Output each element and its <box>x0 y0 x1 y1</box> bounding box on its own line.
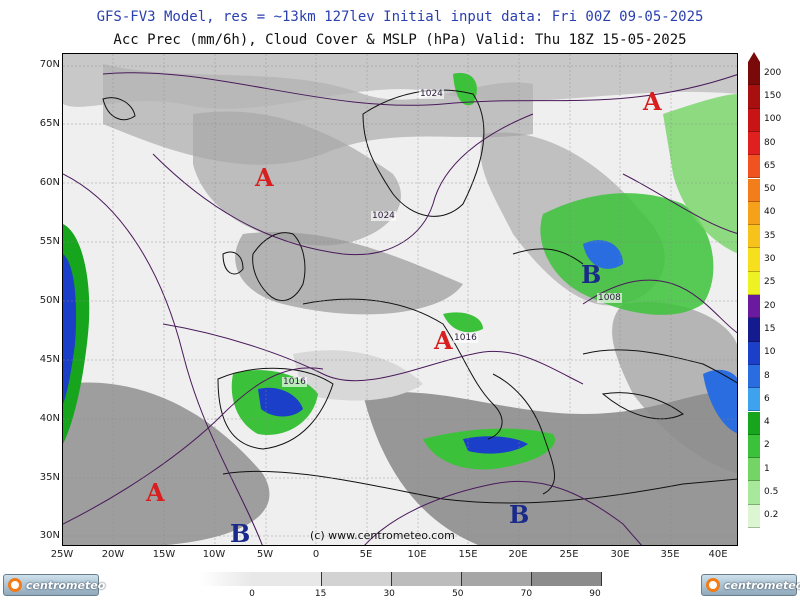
colorbar-swatch <box>748 85 760 109</box>
lat-label: 60N <box>39 177 60 188</box>
cloudbar-swatch <box>322 572 392 586</box>
colorbar-swatch <box>748 131 760 156</box>
lon-label: 5W <box>256 549 274 560</box>
colorbar-label: 4 <box>764 417 770 428</box>
colorbar-label: 10 <box>764 347 776 358</box>
cloudbar-swatch <box>532 572 602 586</box>
lon-label: 35E <box>660 549 680 560</box>
cloudbar-label: 70 <box>520 589 533 599</box>
centrometeo-logo-left: centrometeo <box>3 574 105 596</box>
cloudbar-swatch <box>392 572 462 586</box>
lat-label: 65N <box>39 118 60 129</box>
low-pressure-marker: B <box>230 519 251 548</box>
lon-label: 40E <box>708 549 728 560</box>
colorbar-label: 6 <box>764 393 770 404</box>
colorbar-label: 30 <box>764 254 776 265</box>
lon-label: 25E <box>559 549 579 560</box>
credit-text: (c) www.centrometeo.com <box>310 529 455 542</box>
colorbar-swatch <box>748 434 760 459</box>
cloudbar-fade <box>200 572 252 586</box>
lat-label: 45N <box>39 354 60 365</box>
colorbar-label: 50 <box>764 184 776 195</box>
colorbar-swatch <box>748 504 760 528</box>
colorbar-label: 100 <box>764 114 782 125</box>
title-model: GFS-FV3 Model, res = ~13km 127lev Initia… <box>96 9 704 25</box>
cloudbar-label: 90 <box>589 589 601 599</box>
colorbar-label: 15 <box>764 323 776 334</box>
colorbar-label: 2 <box>764 440 770 451</box>
lon-label: 5E <box>359 549 373 560</box>
colorbar-label: 1 <box>764 463 770 474</box>
colorbar-label: 40 <box>764 207 776 218</box>
lat-label: 55N <box>39 236 60 247</box>
high-pressure-marker: A <box>643 87 662 116</box>
colorbar-swatch <box>748 411 760 435</box>
colorbar-swatch <box>748 318 760 342</box>
cloudbar-swatch <box>252 572 322 586</box>
isobar-label: 1016 <box>453 333 478 343</box>
high-pressure-marker: A <box>146 478 165 507</box>
lon-label: 20W <box>101 549 125 560</box>
colorbar-swatch <box>748 201 760 226</box>
colorbar-label: 150 <box>764 90 782 101</box>
colorbar-label: 25 <box>764 277 776 288</box>
lat-label: 40N <box>39 413 60 424</box>
cloudbar-label: 15 <box>314 589 327 599</box>
map-graphic <box>63 54 737 545</box>
isobar-label: 1024 <box>419 89 444 99</box>
cloudbar-label: 50 <box>452 589 464 599</box>
isobar-label: 1016 <box>282 377 307 387</box>
lon-label: 0 <box>312 549 320 560</box>
isobar-label: 1024 <box>371 211 396 221</box>
low-pressure-marker: B <box>581 260 602 289</box>
cloudbar-swatch <box>462 572 532 586</box>
colorbar-swatch <box>748 108 760 132</box>
cloudbar-label: 30 <box>383 589 395 599</box>
high-pressure-marker: A <box>255 163 274 192</box>
lon-label: 15E <box>458 549 478 560</box>
colorbar-top-arrow <box>748 52 760 62</box>
lat-label: 35N <box>39 472 60 483</box>
colorbar-label: 35 <box>764 230 776 241</box>
colorbar-swatch <box>748 155 760 179</box>
colorbar-swatch <box>748 364 760 389</box>
colorbar-swatch <box>748 481 760 505</box>
lon-label: 10W <box>202 549 226 560</box>
precip-colorbar: 200 150 100 80 65 50 40 35 30 25 20 15 10 8 6 4 2 1 0.5 0.2 <box>748 52 781 528</box>
logo-ring-icon <box>8 578 22 592</box>
colorbar-swatch <box>748 295 760 319</box>
colorbar-label: 80 <box>764 137 776 148</box>
lon-label: 10E <box>407 549 427 560</box>
lon-label: 25W <box>50 549 74 560</box>
colorbar-swatch <box>748 271 760 295</box>
low-pressure-marker: B <box>509 500 530 529</box>
logo-ring-icon <box>706 578 720 592</box>
lon-label: 30E <box>610 549 630 560</box>
title-field: Acc Prec (mm/6h), Cloud Cover & MSLP (hP… <box>113 32 687 48</box>
high-pressure-marker: A <box>434 326 453 355</box>
weather-map <box>62 53 738 546</box>
colorbar-swatch <box>748 225 760 249</box>
colorbar-label: 0.5 <box>764 487 779 498</box>
colorbar-label: 8 <box>764 370 770 381</box>
colorbar-label: 200 <box>764 67 782 78</box>
colorbar-swatch <box>748 248 760 272</box>
isobar-label: 1008 <box>597 293 622 303</box>
colorbar-label: 65 <box>764 160 776 171</box>
colorbar-swatch <box>748 388 760 412</box>
lat-label: 30N <box>39 530 60 541</box>
lat-label: 70N <box>39 59 60 70</box>
colorbar-swatch <box>748 458 760 482</box>
colorbar-label: 20 <box>764 300 776 311</box>
colorbar-swatch <box>748 341 760 365</box>
centrometeo-logo-right: centrometeo <box>701 574 800 596</box>
colorbar-swatch <box>748 178 760 202</box>
lon-label: 20E <box>508 549 528 560</box>
colorbar-label: 0.2 <box>764 510 779 521</box>
colorbar-swatch <box>748 62 760 86</box>
cloud-cover-colorbar: 0 15 30 50 70 90 <box>200 572 610 599</box>
cloudbar-label: 0 <box>249 589 255 599</box>
lat-label: 50N <box>39 295 60 306</box>
lon-label: 15W <box>152 549 176 560</box>
